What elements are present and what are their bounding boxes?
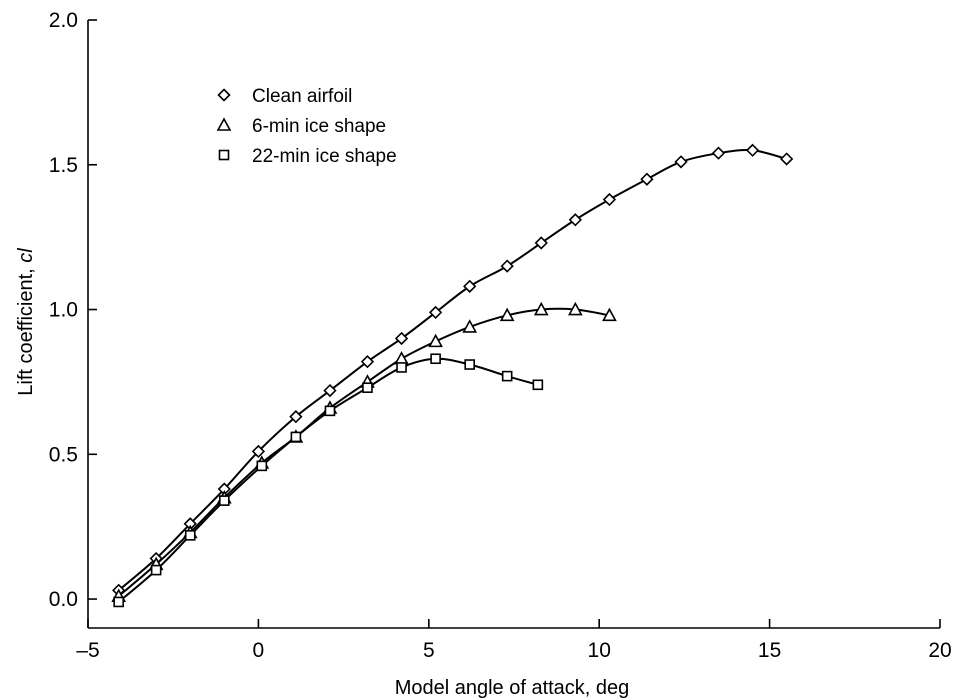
y-axis-title-symbol: cl (15, 248, 37, 263)
series-group (111, 143, 794, 608)
y-axis-title-text: Lift coefficient, (15, 263, 37, 396)
series-diamond (112, 143, 794, 597)
x-tick-label: –5 (76, 639, 99, 662)
square-point (219, 495, 230, 506)
triangle-point (533, 301, 549, 316)
x-tick-label: 20 (928, 639, 951, 662)
legend-square-icon (218, 149, 230, 161)
y-axis-title: Lift coefficient, cl (15, 248, 37, 396)
legend-triangle-icon (216, 117, 232, 131)
diamond-point (674, 155, 688, 169)
triangle-point (602, 307, 617, 322)
legend-label: 22-min ice shape (252, 146, 397, 167)
square-point (464, 359, 475, 370)
diamond-point (428, 305, 443, 320)
triangle-point (428, 333, 443, 348)
diamond-point (602, 192, 617, 207)
diamond-point (463, 279, 477, 293)
diamond-point (534, 236, 548, 250)
square-point (532, 379, 544, 391)
y-tick-label: 0.0 (49, 588, 78, 611)
diamond-point (780, 152, 794, 166)
square-point (324, 405, 336, 417)
y-tick-label: 2.0 (49, 9, 78, 32)
square-point (430, 353, 441, 365)
legend-label: Clean airfoil (252, 86, 352, 107)
legend-entry: 6-min ice shape (216, 116, 386, 137)
series-square (113, 353, 544, 608)
diamond-point (745, 143, 760, 157)
diamond-point (640, 172, 654, 186)
square-point (150, 564, 162, 576)
square-point (113, 596, 124, 608)
diamond-point (323, 383, 337, 398)
diamond-point (711, 146, 726, 160)
diamond-point (289, 410, 303, 424)
x-tick-label: 15 (758, 639, 781, 662)
square-point (290, 431, 302, 443)
triangle-point (394, 351, 409, 365)
y-tick-label: 0.5 (49, 443, 78, 466)
x-tick-label: 10 (588, 639, 611, 662)
x-tick-label: 0 (253, 639, 265, 662)
diamond-point (394, 331, 409, 346)
series-triangle (111, 301, 617, 602)
axes: –5 0 5 10 15 20 0.0 0.5 1.0 1.5 2.0 (49, 9, 952, 662)
square-point (362, 382, 373, 393)
diamond-point (568, 213, 582, 227)
triangle-point (567, 301, 583, 316)
legend-diamond-icon (217, 88, 231, 102)
y-tick-label: 1.0 (49, 299, 78, 322)
square-point (396, 362, 407, 373)
square-point (256, 460, 268, 472)
x-tick-label: 5 (423, 639, 435, 662)
legend: Clean airfoil 6-min ice shape 22-min ice s… (216, 86, 397, 167)
legend-entry: Clean airfoil (217, 86, 352, 107)
legend-label: 6-min ice shape (252, 116, 386, 137)
triangle-point (462, 319, 478, 333)
square-point (501, 370, 513, 382)
legend-entry: 22-min ice shape (218, 146, 397, 167)
y-tick-label: 1.5 (49, 154, 78, 177)
diamond-point (360, 355, 375, 369)
diamond-point (251, 444, 266, 459)
diamond-point (500, 259, 514, 273)
series-line (118, 307, 610, 597)
square-point (184, 530, 196, 541)
triangle-point (499, 307, 515, 322)
series-line (118, 149, 787, 592)
x-axis-title: Model angle of attack, deg (395, 677, 630, 699)
